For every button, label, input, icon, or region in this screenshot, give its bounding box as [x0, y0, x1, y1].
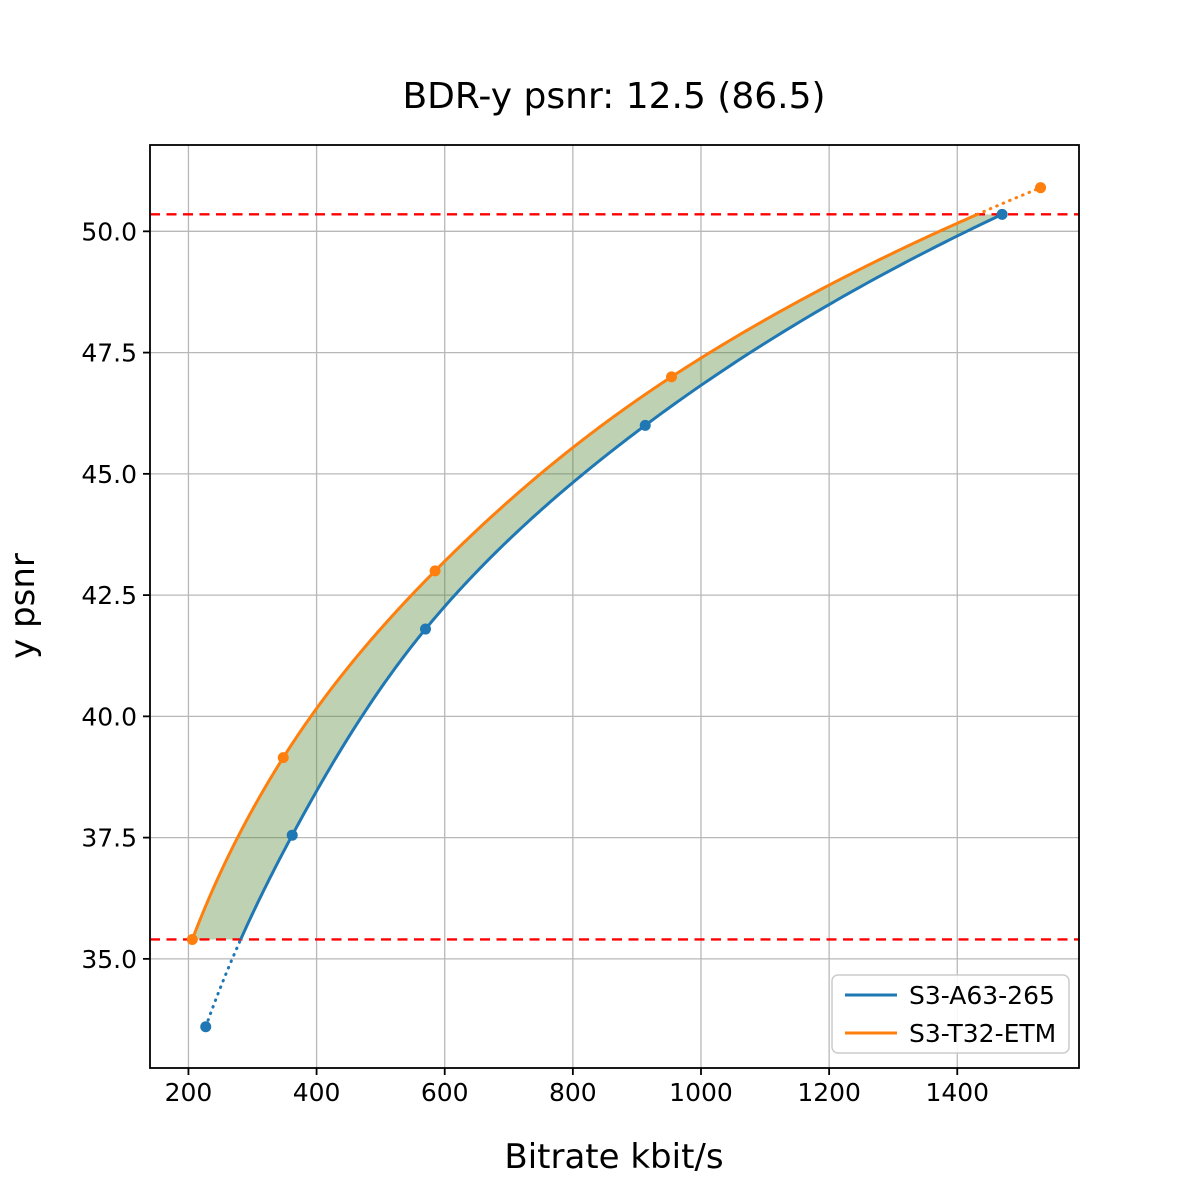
data-point-marker	[186, 933, 198, 945]
data-point-marker	[639, 419, 651, 431]
chart-title: BDR-y psnr: 12.5 (86.5)	[402, 76, 825, 117]
x-tick-label: 1000	[669, 1078, 733, 1107]
axes-frame-and-ticks: 200 400 600 800 1000 1200 1400 35.0 37.5 40.0 42.5…	[81, 144, 1080, 1107]
series-curves	[186, 182, 1047, 1033]
y-tick-label: 47.5	[81, 339, 137, 368]
gridlines	[150, 145, 1079, 1068]
x-tick-label: 400	[293, 1078, 341, 1107]
plot-frame	[149, 144, 1080, 1069]
x-tick-label: 200	[165, 1078, 213, 1107]
y-tick-label: 42.5	[81, 581, 137, 610]
x-tick-label: 600	[421, 1078, 469, 1107]
x-axis-label: Bitrate kbit/s	[504, 1137, 723, 1177]
data-point-marker	[429, 565, 441, 577]
series-dotted-extension	[204, 937, 243, 1029]
data-point-marker	[200, 1021, 212, 1033]
series-line	[239, 213, 1003, 941]
data-point-marker	[1035, 182, 1047, 194]
y-tick-label: 40.0	[81, 702, 137, 731]
legend-label-s3-a63-265: S3-A63-265	[909, 981, 1055, 1010]
data-point-marker	[419, 623, 431, 635]
y-axis-label: y psnr	[3, 553, 43, 659]
overlap-threshold-lines	[150, 213, 1079, 941]
x-tick-label: 1400	[925, 1078, 989, 1107]
data-point-marker	[286, 829, 298, 841]
series-line	[190, 212, 979, 941]
y-tick-label: 50.0	[81, 217, 137, 246]
data-point-marker	[666, 371, 678, 383]
y-tick-label: 45.0	[81, 460, 137, 489]
bd-rate-area	[192, 214, 1003, 940]
data-point-marker	[277, 752, 289, 764]
x-tick-label: 1200	[797, 1078, 861, 1107]
series-dotted-extension	[975, 186, 1043, 216]
y-tick-label: 35.0	[81, 945, 137, 974]
data-point-marker	[996, 208, 1008, 220]
y-tick-label: 37.5	[81, 824, 137, 853]
x-tick-label: 800	[549, 1078, 597, 1107]
legend-label-s3-t32-etm: S3-T32-ETM	[909, 1019, 1056, 1048]
bd-overlap-fill	[192, 214, 1003, 940]
legend: S3-A63-265 S3-T32-ETM	[831, 974, 1070, 1054]
